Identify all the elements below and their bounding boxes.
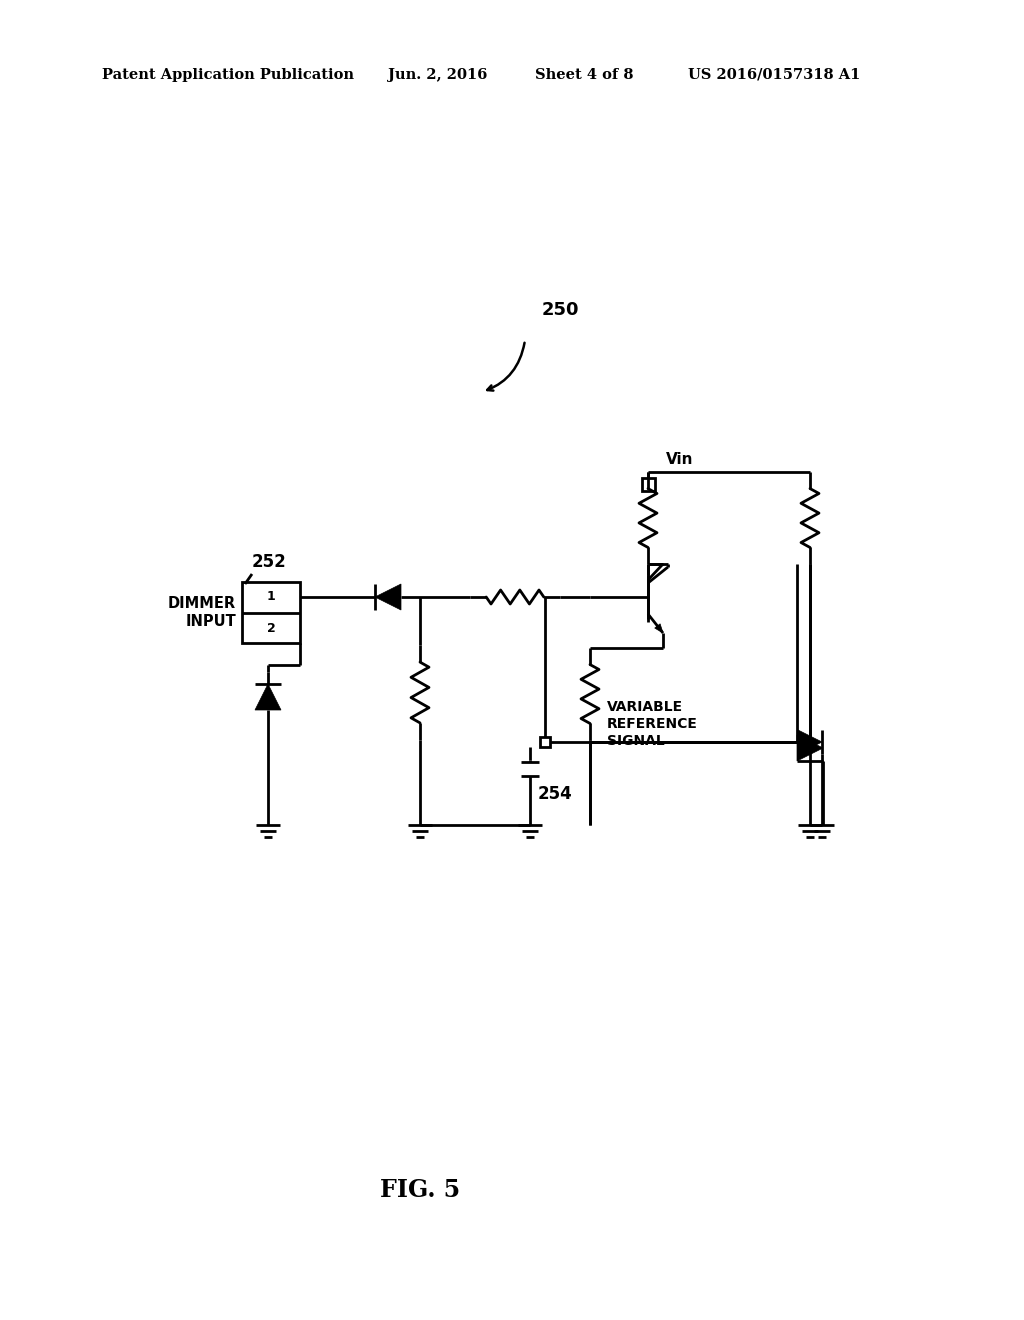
Text: 254: 254 [538,785,572,803]
Polygon shape [797,735,823,762]
Text: 250: 250 [542,301,580,319]
Bar [242,582,300,643]
Text: Sheet 4 of 8: Sheet 4 of 8 [535,69,634,82]
Text: Vin: Vin [666,453,693,467]
Polygon shape [375,583,401,610]
Bar [540,737,550,747]
Text: 252: 252 [252,553,287,572]
Text: US 2016/0157318 A1: US 2016/0157318 A1 [688,69,860,82]
Text: DIMMER
INPUT: DIMMER INPUT [168,595,236,630]
Polygon shape [654,624,663,634]
Text: VARIABLE
REFERENCE
SIGNAL: VARIABLE REFERENCE SIGNAL [607,700,698,748]
Text: 1: 1 [266,590,275,603]
Text: Jun. 2, 2016: Jun. 2, 2016 [388,69,487,82]
Text: Patent Application Publication: Patent Application Publication [102,69,354,82]
Text: FIG. 5: FIG. 5 [380,1177,460,1203]
Bar [641,478,654,491]
Text: 2: 2 [266,622,275,635]
Polygon shape [798,730,822,754]
Polygon shape [255,684,281,710]
